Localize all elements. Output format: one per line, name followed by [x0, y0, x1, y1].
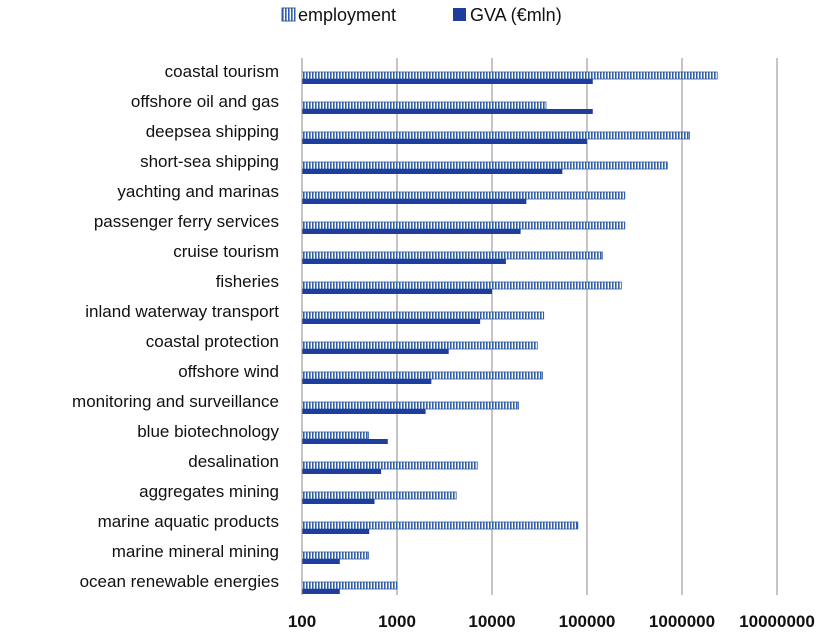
bar-employment	[301, 101, 547, 110]
bar-employment	[301, 281, 622, 290]
bar-employment	[301, 131, 690, 140]
category-label: deepsea shipping	[146, 122, 279, 141]
legend: employment GVA (€mln)	[281, 5, 562, 25]
bar-gva	[302, 289, 492, 294]
category-label: coastal tourism	[165, 62, 279, 81]
x-tick-label: 1000	[378, 612, 416, 631]
x-tick-label: 100000	[559, 612, 616, 631]
bar-gva	[302, 139, 587, 144]
x-tick-label: 1000000	[649, 612, 715, 631]
category-label: marine aquatic products	[98, 512, 279, 531]
category-label: desalination	[188, 452, 279, 471]
bar-gva	[302, 259, 506, 264]
category-labels: coastal tourism offshore oil and gas deeps…	[72, 62, 279, 591]
bar-employment	[301, 581, 398, 590]
x-tick-label: 10000000	[739, 612, 815, 631]
category-label: aggregates mining	[139, 482, 279, 501]
gridlines	[396, 58, 778, 595]
bar-gva	[302, 379, 432, 384]
category-label: cruise tourism	[173, 242, 279, 261]
bar-gva	[302, 199, 527, 204]
category-label: monitoring and surveillance	[72, 392, 279, 411]
category-label: inland waterway transport	[85, 302, 279, 321]
bar-gva	[302, 319, 481, 324]
bar-employment	[301, 371, 543, 380]
bar-gva	[302, 469, 382, 474]
bar-gva	[302, 559, 340, 564]
bar-employment	[301, 251, 603, 260]
bar-gva	[302, 439, 388, 444]
bar-gva	[302, 169, 563, 174]
bar-employment	[301, 461, 478, 470]
bar-gva	[302, 409, 426, 414]
x-tick-label: 100	[288, 612, 316, 631]
category-label: passenger ferry services	[94, 212, 279, 231]
bar-employment	[301, 191, 626, 200]
bar-employment	[301, 71, 718, 80]
category-label: ocean renewable energies	[80, 572, 279, 591]
category-label: coastal protection	[146, 332, 279, 351]
category-label: offshore oil and gas	[131, 92, 279, 111]
bar-employment	[301, 401, 519, 410]
bar-employment	[301, 161, 668, 170]
category-label: yachting and marinas	[117, 182, 279, 201]
bar-gva	[302, 529, 370, 534]
bar-gva	[302, 499, 375, 504]
bar-employment	[301, 491, 457, 500]
category-label: blue biotechnology	[137, 422, 279, 441]
legend-swatch-employment	[281, 7, 296, 22]
bar-employment	[301, 521, 579, 530]
x-axis-tick-labels: 100 1000 10000 100000 1000000 10000000	[288, 612, 815, 631]
bar-employment	[301, 221, 626, 230]
bar-gva	[302, 349, 449, 354]
bar-employment	[301, 551, 369, 560]
bar-gva	[302, 109, 593, 114]
bar-employment	[301, 341, 538, 350]
bar-employment	[301, 431, 369, 440]
bar-employment	[301, 311, 545, 320]
category-label: fisheries	[216, 272, 279, 291]
bar-gva	[302, 79, 593, 84]
category-label: offshore wind	[178, 362, 279, 381]
legend-label-employment: employment	[298, 5, 396, 25]
bar-gva	[302, 589, 340, 594]
category-label: short-sea shipping	[140, 152, 279, 171]
category-label: marine mineral mining	[112, 542, 279, 561]
legend-label-gva: GVA (€mln)	[470, 5, 562, 25]
x-tick-label: 10000	[468, 612, 515, 631]
legend-swatch-gva	[453, 8, 466, 21]
bar-gva	[302, 229, 521, 234]
bars	[301, 71, 718, 594]
